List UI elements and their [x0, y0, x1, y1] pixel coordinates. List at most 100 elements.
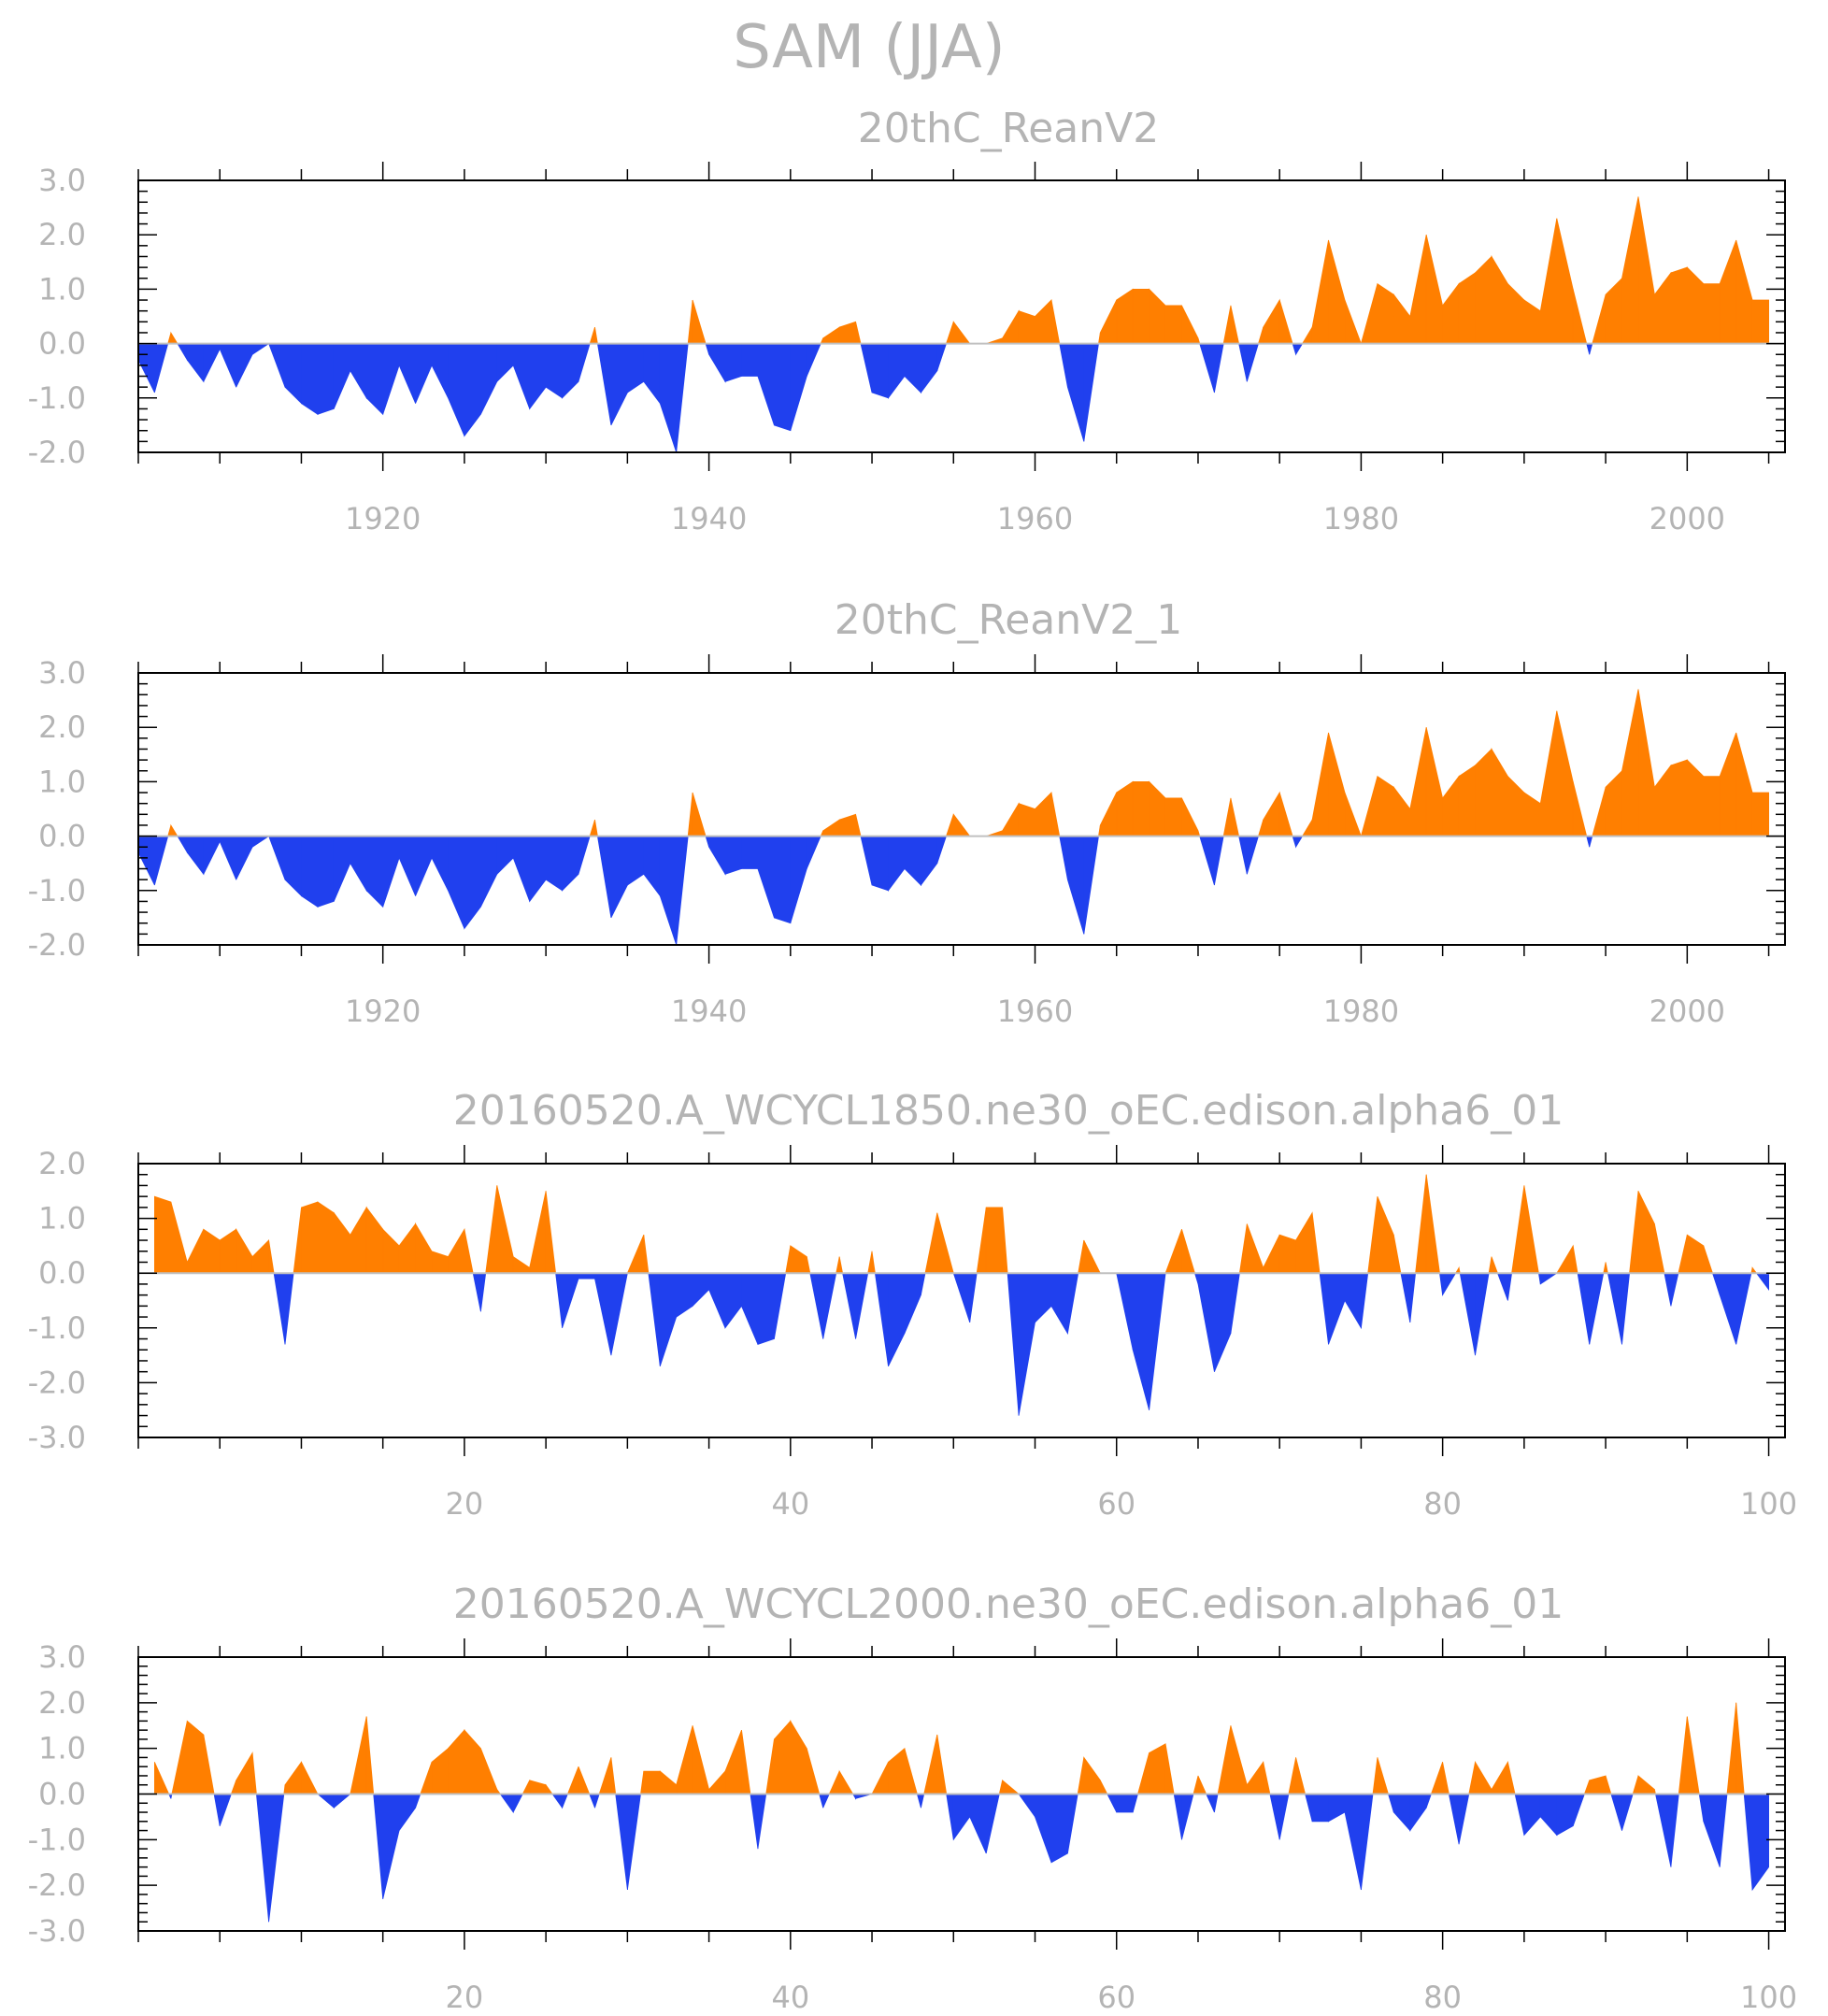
negative-area-segment — [1214, 343, 1224, 393]
negative-area-segment — [643, 836, 661, 897]
negative-area-segment — [921, 1272, 926, 1295]
positive-area-segment — [1425, 727, 1443, 836]
negative-area-segment — [946, 1794, 954, 1840]
positive-area-segment — [1132, 288, 1150, 345]
chart-panel: 20160520.A_WCYCL2000.ne30_oEC.edison.alp… — [28, 1580, 1798, 2015]
positive-area-segment — [822, 326, 840, 345]
positive-area-segment — [1263, 298, 1280, 345]
negative-area-segment — [1439, 1272, 1443, 1295]
negative-area-segment — [757, 343, 775, 426]
negative-area-segment — [1193, 1272, 1199, 1285]
positive-area-segment — [867, 1251, 873, 1274]
positive-area-segment — [431, 1747, 449, 1794]
positive-area-segment — [1686, 1234, 1705, 1274]
positive-area-segment — [448, 1227, 465, 1274]
y-tick-label: 2.0 — [38, 709, 86, 745]
negative-area-segment — [1116, 1794, 1134, 1813]
negative-area-segment — [676, 836, 689, 946]
negative-area-segment — [177, 343, 188, 362]
negative-area-segment — [615, 1794, 628, 1891]
negative-area-segment — [904, 1272, 921, 1334]
x-tick-label: 1940 — [671, 994, 747, 1029]
negative-area-segment — [499, 1794, 514, 1814]
negative-area-segment — [529, 343, 547, 410]
negative-area-segment — [273, 1272, 286, 1345]
negative-area-segment — [382, 836, 400, 908]
positive-area-segment — [828, 1770, 840, 1794]
positive-area-segment — [480, 1748, 498, 1794]
positive-area-segment — [1621, 689, 1639, 836]
positive-area-segment — [1735, 1702, 1745, 1794]
positive-area-segment — [741, 1730, 751, 1794]
positive-area-segment — [904, 1748, 918, 1794]
negative-area-segment — [480, 343, 498, 415]
positive-area-segment — [153, 1762, 170, 1794]
positive-area-segment — [1222, 797, 1232, 836]
chart-panel: 20160520.A_WCYCL1850.ne30_oEC.edison.alp… — [28, 1087, 1798, 1522]
positive-area-segment — [1511, 1185, 1525, 1274]
y-tick-label: 3.0 — [38, 163, 86, 198]
negative-area-segment — [268, 836, 286, 880]
positive-area-segment — [1295, 1211, 1313, 1274]
negative-area-segment — [1409, 1272, 1417, 1323]
negative-area-segment — [153, 343, 169, 393]
negative-area-segment — [921, 343, 938, 394]
positive-area-segment — [1726, 1702, 1737, 1794]
positive-area-segment — [1238, 1223, 1248, 1274]
positive-area-segment — [1257, 326, 1264, 345]
y-tick-label: -1.0 — [28, 380, 86, 416]
positive-area-segment — [1164, 305, 1182, 345]
positive-area-segment — [1751, 299, 1769, 345]
negative-area-segment — [1295, 343, 1304, 356]
positive-area-segment — [1488, 1256, 1492, 1274]
positive-area-segment — [1278, 792, 1293, 836]
negative-area-segment — [708, 836, 726, 876]
positive-area-segment — [985, 1207, 1003, 1274]
positive-area-segment — [1523, 299, 1541, 345]
negative-area-segment — [284, 343, 302, 405]
negative-area-segment — [1328, 1272, 1346, 1345]
negative-area-segment — [1589, 1272, 1605, 1345]
positive-area-segment — [1116, 288, 1134, 345]
positive-area-segment — [365, 1716, 375, 1794]
negative-area-segment — [741, 1272, 759, 1345]
negative-area-segment — [741, 836, 759, 869]
negative-area-segment — [317, 343, 335, 415]
positive-area-segment — [1703, 283, 1721, 345]
negative-area-segment — [496, 836, 514, 876]
positive-area-segment — [1222, 305, 1232, 345]
negative-area-segment — [1514, 1794, 1525, 1836]
positive-area-segment — [936, 1212, 954, 1274]
positive-area-segment — [203, 1734, 215, 1794]
negative-area-segment — [255, 1794, 270, 1923]
x-tick-label: 1980 — [1323, 994, 1399, 1029]
positive-area-segment — [1263, 1762, 1271, 1794]
negative-area-segment — [1292, 836, 1296, 848]
negative-area-segment — [757, 1794, 767, 1850]
x-tick-label: 100 — [1740, 1486, 1797, 1522]
positive-area-segment — [1149, 780, 1166, 836]
negative-area-segment — [1018, 1272, 1035, 1416]
positive-area-segment — [1344, 299, 1362, 345]
negative-area-segment — [1083, 343, 1099, 442]
positive-area-segment — [952, 321, 971, 345]
positive-area-segment — [301, 1201, 319, 1274]
negative-area-segment — [594, 1272, 612, 1356]
negative-area-segment — [1149, 1272, 1166, 1410]
positive-area-segment — [1181, 1229, 1196, 1274]
positive-area-segment — [659, 1770, 678, 1794]
negative-area-segment — [365, 343, 384, 416]
positive-area-segment — [1637, 196, 1655, 345]
positive-area-segment — [1523, 1185, 1539, 1274]
positive-area-segment — [1583, 1780, 1591, 1794]
y-tick-label: -2.0 — [28, 927, 86, 963]
positive-area-segment — [1491, 748, 1508, 836]
positive-area-segment — [251, 1752, 257, 1794]
negative-area-segment — [268, 343, 286, 388]
positive-area-segment — [170, 331, 179, 345]
negative-area-segment — [774, 343, 792, 432]
positive-area-segment — [431, 1251, 449, 1274]
x-tick-label: 1920 — [345, 501, 421, 536]
negative-area-segment — [1238, 836, 1248, 875]
positive-area-segment — [1458, 765, 1476, 836]
